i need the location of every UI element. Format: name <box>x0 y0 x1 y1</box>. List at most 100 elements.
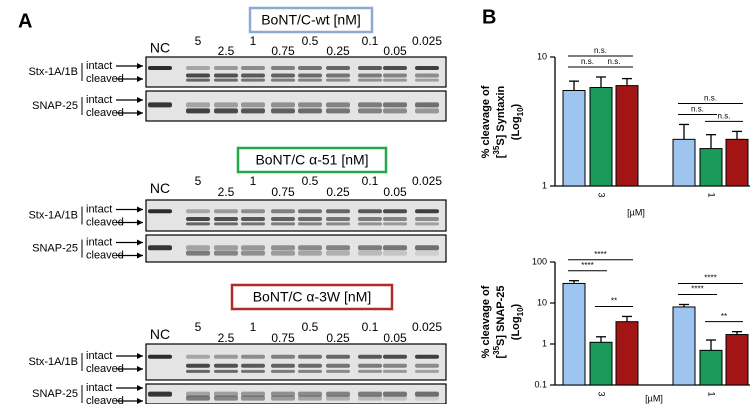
band <box>214 391 238 397</box>
band <box>298 217 322 222</box>
band <box>271 108 295 114</box>
lane-label: 0.025 <box>412 320 442 334</box>
blot <box>145 343 447 381</box>
y-label-part: 35 <box>492 145 501 154</box>
band <box>186 78 210 82</box>
band <box>358 102 382 108</box>
row-label: intact <box>86 203 112 215</box>
significance-label: n.s. <box>581 57 594 66</box>
band <box>358 250 382 256</box>
significance-label: **** <box>704 274 716 283</box>
y-label-part: % cleavage of <box>480 85 492 158</box>
band <box>326 245 350 251</box>
lane-label: 0.75 <box>271 44 295 58</box>
band <box>383 102 407 108</box>
bar <box>725 138 749 187</box>
band <box>358 245 382 251</box>
band <box>358 73 382 78</box>
band <box>326 369 350 373</box>
band <box>214 78 238 82</box>
band <box>383 217 407 222</box>
band <box>383 354 407 359</box>
band <box>241 369 265 373</box>
group-title: BoNT/C-wt [nM] <box>261 12 361 28</box>
band <box>326 250 350 256</box>
band <box>383 395 407 401</box>
significance-label: n.s. <box>691 105 704 114</box>
y-tick-label: 10 <box>537 297 547 307</box>
band <box>298 66 322 70</box>
lane-label: 2.5 <box>218 331 235 345</box>
lane-label: 0.5 <box>302 320 319 334</box>
arrow-head <box>137 239 143 246</box>
x-axis-label: [µM] <box>627 207 645 217</box>
band <box>186 369 210 373</box>
row-label: Stx-1A/1B <box>28 66 78 78</box>
arrow-head <box>137 366 143 372</box>
lane-label: 0.75 <box>271 331 295 345</box>
lane-label: 0.025 <box>412 34 442 48</box>
blot <box>145 56 447 88</box>
arrow-head <box>137 385 143 391</box>
band <box>186 222 210 226</box>
arrow-head <box>137 206 143 213</box>
blot <box>145 199 447 232</box>
band <box>214 363 238 368</box>
lane-label: 0.05 <box>383 185 407 199</box>
band <box>326 66 350 70</box>
lane-label: NC <box>150 40 170 56</box>
significance-label: **** <box>594 250 606 259</box>
lane-label: 0.75 <box>271 185 295 199</box>
band <box>186 217 210 222</box>
x-tick-label: 1 <box>707 391 717 396</box>
band <box>241 209 265 214</box>
band <box>186 395 210 401</box>
band <box>326 209 350 214</box>
band <box>271 354 295 359</box>
band <box>186 73 210 78</box>
band <box>383 108 407 114</box>
row-label: SNAP-25 <box>32 100 78 112</box>
lane-label: 2.5 <box>218 185 235 199</box>
lane-label: 0.25 <box>326 185 350 199</box>
lane-label: 0.025 <box>412 174 442 188</box>
row-label: cleaved <box>86 107 124 119</box>
band <box>415 217 439 222</box>
band <box>358 222 382 226</box>
band <box>383 78 407 82</box>
band <box>415 250 439 256</box>
band <box>148 354 172 359</box>
row-label: SNAP-25 <box>32 388 78 400</box>
band <box>326 395 350 401</box>
row-label: SNAP-25 <box>32 242 78 254</box>
lane-label: 5 <box>195 34 202 48</box>
band <box>383 391 407 397</box>
band <box>358 108 382 114</box>
band <box>415 363 439 368</box>
band <box>271 391 295 397</box>
lane-label: 0.25 <box>326 44 350 58</box>
band <box>383 73 407 78</box>
band <box>214 209 238 214</box>
band <box>358 354 382 359</box>
band <box>148 66 172 70</box>
band <box>186 245 210 251</box>
band <box>241 391 265 397</box>
y-label-part: (Log <box>510 116 522 140</box>
band <box>241 395 265 401</box>
band <box>326 222 350 226</box>
band <box>298 245 322 251</box>
band <box>214 354 238 359</box>
y-axis-label: % cleavage of [35S] SNAP-25 (Log10) <box>480 285 525 358</box>
band <box>298 363 322 368</box>
lane-label: 1 <box>250 174 257 188</box>
bar <box>699 349 723 386</box>
band <box>241 222 265 226</box>
band <box>241 108 265 114</box>
row-label: cleaved <box>86 395 124 404</box>
band <box>358 217 382 222</box>
y-label-part: (Log <box>510 316 522 340</box>
band <box>358 369 382 373</box>
band <box>298 391 322 397</box>
lane-label: 5 <box>195 320 202 334</box>
